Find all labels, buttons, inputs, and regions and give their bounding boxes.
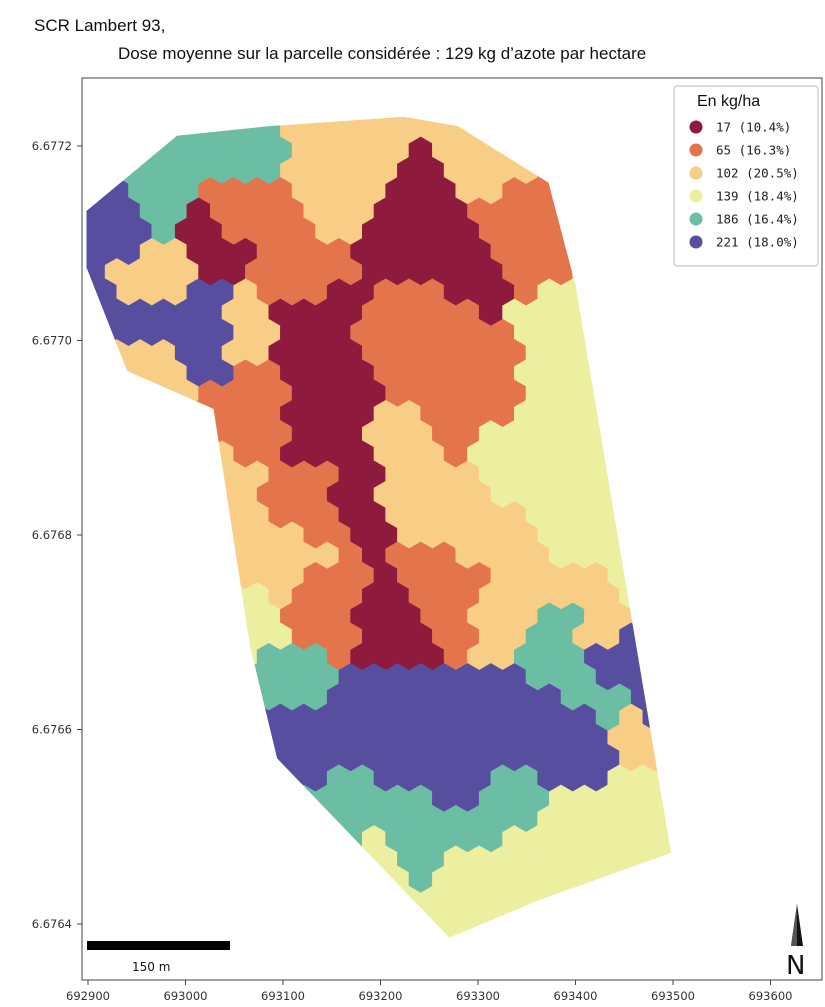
x-axis-ticks: 692900 693000 693100 693200 693300 693400 6935… bbox=[66, 980, 792, 1003]
x-tick-label: 692900 bbox=[66, 989, 110, 1003]
legend-swatch bbox=[689, 212, 703, 226]
north-label: N bbox=[786, 951, 805, 981]
hex-cell bbox=[58, 259, 81, 286]
legend-swatch bbox=[689, 143, 703, 157]
x-tick-label: 693600 bbox=[749, 989, 793, 1003]
scale-bar-rect bbox=[87, 941, 230, 950]
legend-label: 139 (18.4%) bbox=[716, 189, 799, 204]
hex-cell bbox=[58, 785, 81, 812]
scale-bar-label: 150 m bbox=[132, 960, 170, 974]
y-tick-label: 6.6772 bbox=[32, 139, 72, 153]
y-tick-label: 6.6768 bbox=[32, 528, 72, 542]
hex-cell bbox=[58, 623, 81, 650]
y-axis-ticks: 6.6772 6.6770 6.6768 6.6766 6.6764 bbox=[32, 139, 82, 931]
x-tick-label: 693000 bbox=[164, 989, 208, 1003]
x-tick-label: 693500 bbox=[651, 989, 695, 1003]
scale-bar: 150 m bbox=[87, 941, 230, 974]
y-tick-label: 6.6766 bbox=[32, 723, 72, 737]
hex-cell bbox=[58, 97, 81, 124]
legend-entries: 17 (10.4%) 65 (16.3%) 102 (20.5%) 139 (18.4… bbox=[689, 120, 799, 250]
legend-label: 102 (20.5%) bbox=[716, 166, 799, 181]
legend-label: 17 (10.4%) bbox=[716, 120, 791, 135]
legend-swatch bbox=[689, 120, 703, 134]
x-tick-label: 693400 bbox=[554, 989, 598, 1003]
x-tick-label: 693100 bbox=[261, 989, 305, 1003]
hex-cell bbox=[58, 664, 81, 691]
legend-label: 186 (16.4%) bbox=[716, 212, 799, 227]
legend-swatch bbox=[689, 189, 703, 203]
legend-swatch bbox=[689, 235, 703, 249]
y-tick-label: 6.6770 bbox=[32, 334, 72, 348]
crs-label: SCR Lambert 93, bbox=[34, 16, 166, 35]
legend-label: 65 (16.3%) bbox=[716, 143, 791, 158]
x-tick-label: 693300 bbox=[456, 989, 500, 1003]
hex-cell bbox=[58, 421, 81, 448]
legend-label: 221 (18.0%) bbox=[716, 235, 799, 250]
hex-cell bbox=[58, 745, 81, 772]
field-boundary bbox=[85, 115, 673, 939]
y-tick-label: 6.6764 bbox=[32, 917, 72, 931]
hex-cell bbox=[58, 542, 81, 569]
hex-cell bbox=[58, 826, 81, 853]
map-subtitle: Dose moyenne sur la parcelle considérée … bbox=[118, 44, 647, 63]
x-tick-label: 693200 bbox=[359, 989, 403, 1003]
hex-cell bbox=[58, 380, 81, 407]
legend-swatch bbox=[689, 166, 703, 180]
hex-cell bbox=[58, 947, 81, 974]
hex-cell bbox=[58, 502, 81, 529]
north-arrow: N bbox=[786, 904, 805, 981]
legend: En kg/ha 17 (10.4%) 65 (16.3%) 102 (20.5%)… bbox=[673, 85, 819, 267]
hex-cell bbox=[58, 218, 81, 245]
hex-cell bbox=[58, 178, 81, 205]
legend-box bbox=[673, 85, 819, 267]
legend-title: En kg/ha bbox=[697, 93, 760, 110]
hex-cell bbox=[58, 866, 81, 893]
hex-cell bbox=[58, 461, 81, 488]
hex-cell bbox=[58, 299, 81, 326]
hex-cell bbox=[58, 583, 81, 610]
